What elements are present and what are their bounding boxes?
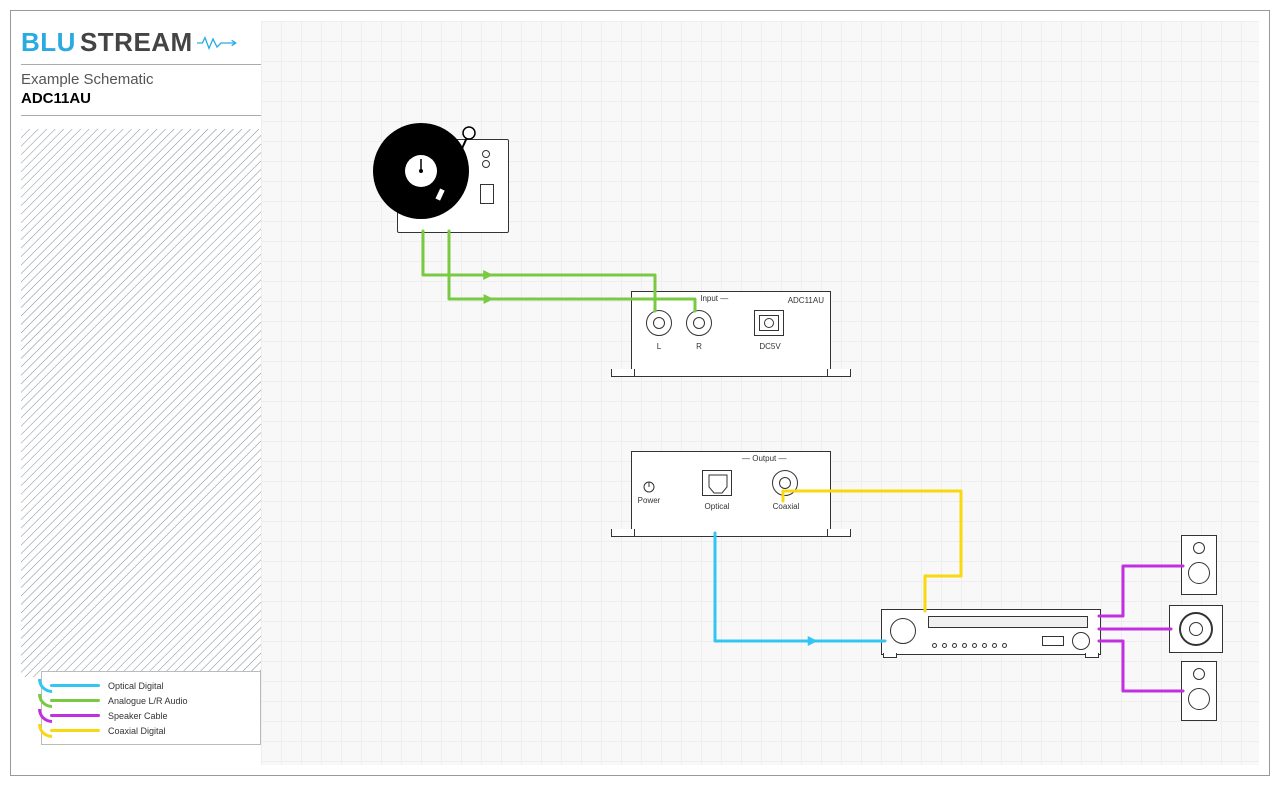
brand-part2: STREAM bbox=[80, 27, 193, 58]
legend-label: Coaxial Digital bbox=[108, 726, 166, 736]
speaker-top bbox=[1181, 535, 1217, 595]
rca-right-port bbox=[686, 310, 712, 336]
subwoofer bbox=[1169, 605, 1223, 653]
av-receiver bbox=[881, 609, 1101, 655]
port-label-dc: DC5V bbox=[752, 342, 788, 351]
sidebar-hatch-pattern bbox=[21, 129, 261, 677]
divider bbox=[21, 115, 261, 116]
power-led-icon bbox=[642, 480, 656, 494]
mount-foot bbox=[883, 653, 897, 658]
brand-logo: BLUSTREAM bbox=[21, 27, 261, 58]
adc-output-section-label: — Output — bbox=[742, 454, 786, 463]
mount-foot bbox=[1085, 653, 1099, 658]
speaker-bottom bbox=[1181, 661, 1217, 721]
port-label-power: Power bbox=[634, 496, 664, 505]
mount-foot bbox=[611, 369, 635, 377]
divider bbox=[21, 64, 261, 65]
mount-foot bbox=[827, 529, 851, 537]
legend-label: Optical Digital bbox=[108, 681, 164, 691]
turntable-platter-icon bbox=[365, 115, 505, 255]
legend-row: Analogue L/R Audio bbox=[50, 693, 252, 708]
port-label-optical: Optical bbox=[698, 502, 736, 511]
legend-label: Analogue L/R Audio bbox=[108, 696, 188, 706]
port-label-coax: Coaxial bbox=[766, 502, 806, 511]
dc-power-port bbox=[754, 310, 784, 336]
legend-label: Speaker Cable bbox=[108, 711, 168, 721]
diagram-canvas: ADC11AU — Input — L R DC5V — Output — P bbox=[261, 21, 1259, 765]
legend-row: Coaxial Digital bbox=[50, 723, 252, 738]
adc-input-section-label: — Input — bbox=[688, 294, 728, 303]
legend-swatch bbox=[50, 714, 100, 717]
legend-row: Speaker Cable bbox=[50, 708, 252, 723]
coax-port bbox=[772, 470, 798, 496]
legend-row: Optical Digital bbox=[50, 678, 252, 693]
legend-box: Optical Digital Analogue L/R Audio Speaker… bbox=[41, 671, 261, 745]
legend-swatch bbox=[50, 729, 100, 732]
sidebar: BLUSTREAM Example Schematic ADC11AU Opti… bbox=[21, 21, 261, 765]
legend-swatch bbox=[50, 699, 100, 702]
sidebar-model: ADC11AU bbox=[21, 90, 261, 107]
mount-foot bbox=[827, 369, 851, 377]
brand-part1: BLU bbox=[21, 27, 76, 58]
sidebar-subtitle: Example Schematic bbox=[21, 71, 261, 88]
avr-buttons bbox=[932, 643, 1007, 648]
brand-wave-icon bbox=[197, 33, 237, 53]
adc-output-box: — Output — Power Optical Coaxial bbox=[631, 451, 831, 537]
adc-input-box: ADC11AU — Input — L R DC5V bbox=[631, 291, 831, 377]
mount-foot bbox=[611, 529, 635, 537]
port-label-l: L bbox=[644, 342, 674, 351]
port-label-r: R bbox=[684, 342, 714, 351]
rca-left-port bbox=[646, 310, 672, 336]
optical-port bbox=[702, 470, 732, 496]
page-frame: BLUSTREAM Example Schematic ADC11AU Opti… bbox=[10, 10, 1270, 776]
legend-swatch bbox=[50, 684, 100, 687]
adc-title-label: ADC11AU bbox=[788, 296, 824, 305]
